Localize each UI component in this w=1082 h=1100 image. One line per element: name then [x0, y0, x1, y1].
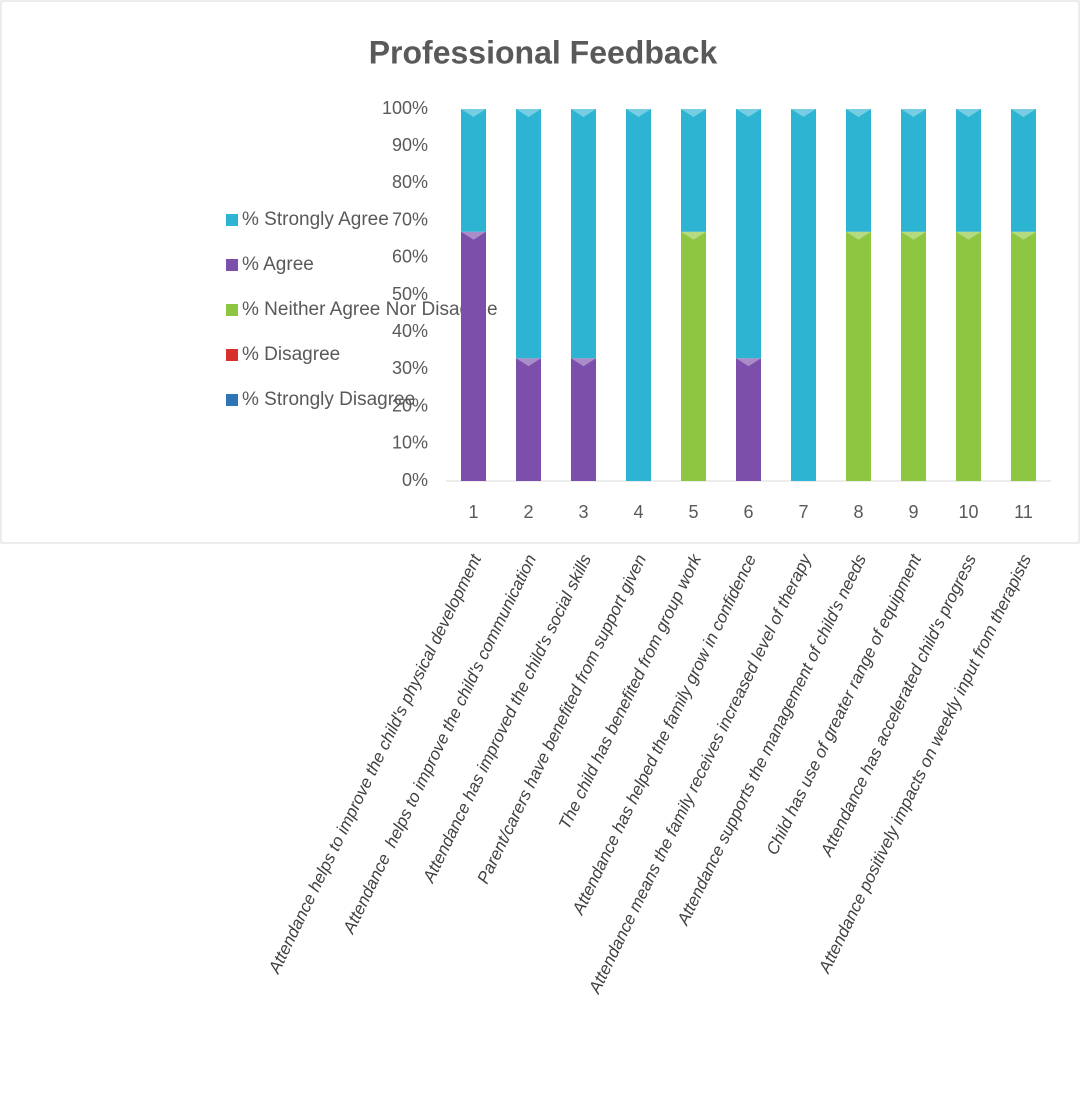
bar-cap	[516, 358, 541, 367]
y-tick-label: 0%	[402, 470, 428, 490]
y-tick-label: 80%	[392, 172, 428, 192]
bar-cap	[461, 109, 486, 117]
x-tick-label: 8	[853, 502, 863, 522]
bar-segment	[516, 358, 541, 481]
statement-label: Attendance positively impacts on weekly …	[815, 551, 1036, 977]
bar-segment	[626, 109, 651, 481]
bar-segment	[901, 231, 926, 481]
y-tick-label: 20%	[392, 395, 428, 415]
bar-segment	[956, 231, 981, 481]
bar-cap	[846, 231, 871, 240]
bar-cap	[901, 109, 926, 117]
bar-cap	[461, 231, 486, 240]
bar-segment	[1011, 231, 1036, 481]
bar-segment	[1011, 109, 1036, 232]
bar-segment	[956, 109, 981, 232]
bar-cap	[1011, 231, 1036, 240]
legend-label: % Agree	[242, 254, 314, 275]
x-tick-label: 10	[958, 502, 978, 522]
x-tick-label: 6	[743, 502, 753, 522]
chart-title: Professional Feedback	[369, 34, 718, 70]
bar-segment	[846, 231, 871, 481]
bar-segment	[736, 358, 761, 481]
legend-swatch	[226, 304, 238, 316]
x-tick-label: 5	[688, 502, 698, 522]
bar-cap	[736, 109, 761, 117]
bar-cap	[681, 231, 706, 240]
bar-cap	[956, 109, 981, 117]
legend-swatch	[226, 214, 238, 226]
bar-cap	[681, 109, 706, 117]
y-tick-label: 60%	[392, 247, 428, 267]
bar-segment	[901, 109, 926, 232]
bar-segment	[846, 109, 871, 232]
x-tick-label: 11	[1014, 502, 1033, 522]
bar-cap	[791, 109, 816, 117]
legend-swatch	[226, 259, 238, 271]
bar-cap	[571, 358, 596, 367]
x-tick-label: 1	[468, 502, 478, 522]
y-tick-label: 100%	[382, 98, 428, 118]
bar-cap	[516, 109, 541, 117]
bar-cap	[736, 358, 761, 367]
x-tick-label: 9	[908, 502, 918, 522]
legend-label: % Neither Agree Nor Disagree	[242, 299, 498, 320]
bar-cap	[901, 231, 926, 240]
x-tick-label: 2	[523, 502, 533, 522]
bar-segment	[681, 231, 706, 481]
legend-label: % Disagree	[242, 344, 340, 365]
x-tick-label: 3	[578, 502, 588, 522]
bar-segment	[736, 109, 761, 359]
bar-cap	[846, 109, 871, 117]
legend-label: % Strongly Agree	[242, 209, 389, 230]
y-tick-label: 70%	[392, 209, 428, 229]
bar-segment	[571, 109, 596, 359]
bar-cap	[1011, 109, 1036, 117]
legend-swatch	[226, 349, 238, 361]
y-tick-label: 90%	[392, 135, 428, 155]
statement-label: Attendance helps to improve the child's …	[264, 550, 485, 977]
bar-segment	[681, 109, 706, 232]
bar-segment	[571, 358, 596, 481]
bar-cap	[626, 109, 651, 117]
x-tick-label: 4	[633, 502, 643, 522]
legend-swatch	[226, 394, 238, 406]
y-tick-label: 30%	[392, 358, 428, 378]
bar-segment	[791, 109, 816, 481]
bar-cap	[571, 109, 596, 117]
bar-segment	[461, 231, 486, 481]
legend-label: % Strongly Disagree	[242, 389, 415, 410]
x-tick-label: 7	[798, 502, 808, 522]
bar-segment	[461, 109, 486, 232]
y-tick-label: 10%	[392, 433, 428, 453]
y-tick-label: 40%	[392, 321, 428, 341]
bar-cap	[956, 231, 981, 240]
y-tick-label: 50%	[392, 284, 428, 304]
bar-segment	[516, 109, 541, 359]
